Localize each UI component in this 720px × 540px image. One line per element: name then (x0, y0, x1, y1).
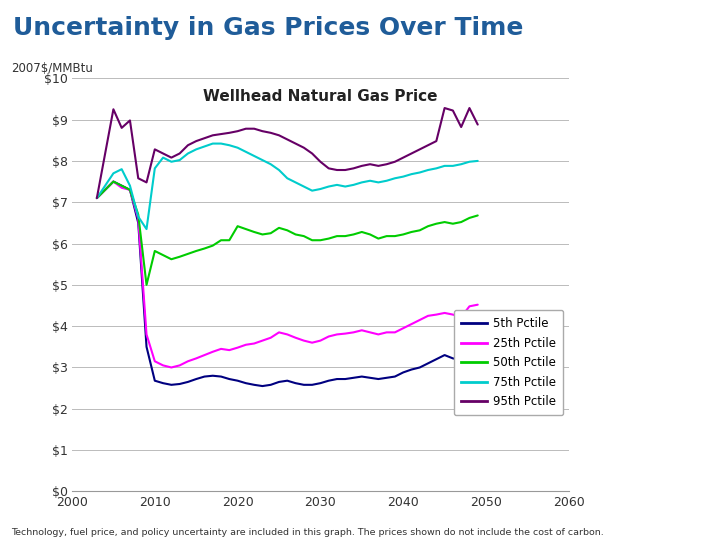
Text: Uncertainty in Gas Prices Over Time: Uncertainty in Gas Prices Over Time (13, 16, 523, 40)
Text: Technology, fuel price, and policy uncertainty are included in this graph. The p: Technology, fuel price, and policy uncer… (11, 528, 603, 537)
Text: 2007$/MMBtu: 2007$/MMBtu (11, 62, 93, 75)
Legend: 5th Pctile, 25th Pctile, 50th Pctile, 75th Pctile, 95th Pctile: 5th Pctile, 25th Pctile, 50th Pctile, 75… (454, 310, 563, 415)
Text: Wellhead Natural Gas Price: Wellhead Natural Gas Price (203, 89, 438, 104)
